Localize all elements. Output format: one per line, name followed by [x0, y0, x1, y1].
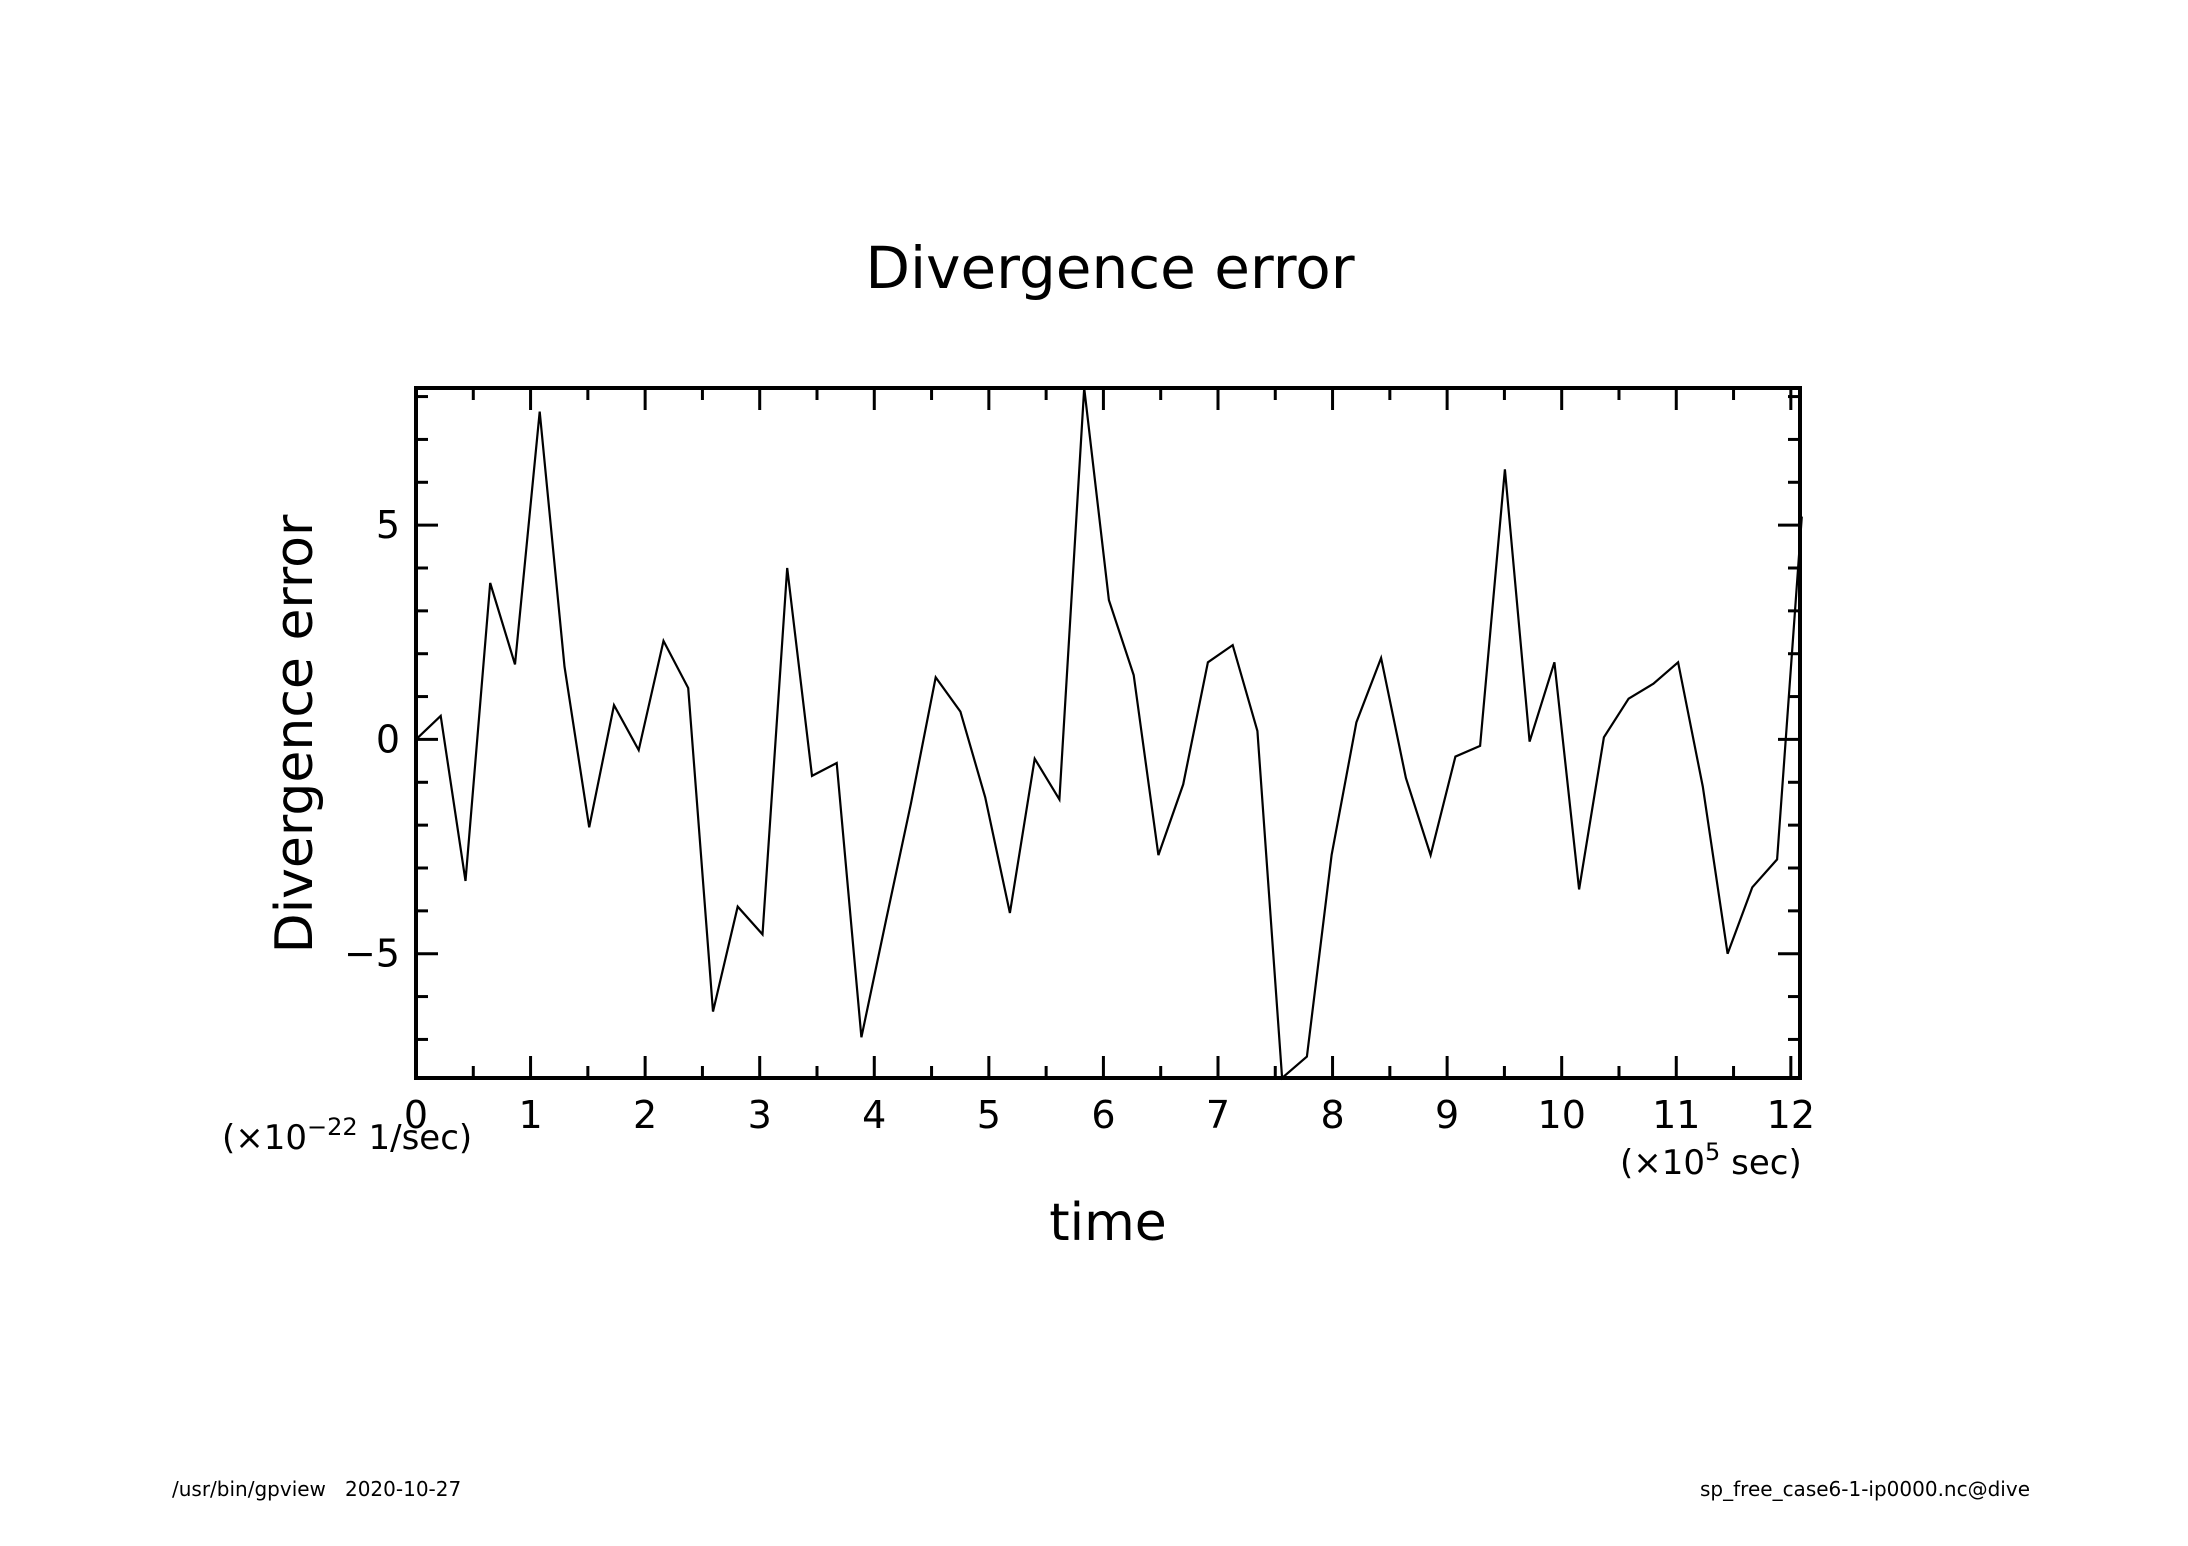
- x-tick-label: 9: [1435, 1093, 1459, 1137]
- x-tick-label: 11: [1652, 1093, 1700, 1137]
- x-tick-label: 5: [977, 1093, 1001, 1137]
- footer-right: sp_free_case6-1-ip0000.nc@dive: [1700, 1477, 2030, 1501]
- x-tick-label: 7: [1206, 1093, 1230, 1137]
- x-tick-label: 8: [1320, 1093, 1344, 1137]
- x-tick-label: 4: [862, 1093, 886, 1137]
- x-tick-label: 2: [633, 1093, 657, 1137]
- chart-title: Divergence error: [865, 234, 1354, 302]
- x-tick-label: 0: [404, 1093, 428, 1137]
- x-tick-label: 1: [518, 1093, 542, 1137]
- x-tick-label: 6: [1091, 1093, 1115, 1137]
- x-tick-label: 3: [748, 1093, 772, 1137]
- series-group: [415, 387, 1803, 1081]
- plot-frame: [414, 386, 1802, 1080]
- footer-left: /usr/bin/gpview 2020-10-27: [172, 1477, 461, 1501]
- x-tick-label: 12: [1767, 1093, 1815, 1137]
- y-tick-label: 0: [376, 717, 400, 761]
- y-axis-label: Divergence error: [265, 514, 325, 953]
- y-axis-unit: (×10−22 1/sec): [222, 1113, 472, 1158]
- axis-ticks: [414, 388, 1800, 1078]
- y-tick-label: 5: [376, 503, 400, 547]
- x-axis-label: time: [1049, 1193, 1166, 1253]
- x-axis-unit: (×105 sec): [1620, 1138, 1802, 1183]
- y-tick-label: −5: [344, 932, 400, 976]
- x-tick-label: 10: [1538, 1093, 1586, 1137]
- plot-axes: [414, 386, 1802, 1080]
- series-line: [415, 387, 1803, 1081]
- axis-tick-labels: 0 1 2 3 4 5 6 7 8 9 10 11 12−505: [344, 503, 1815, 1137]
